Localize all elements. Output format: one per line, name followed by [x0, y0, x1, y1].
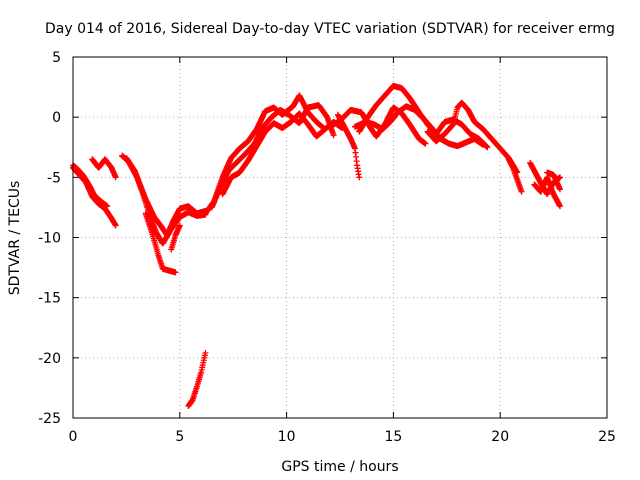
data-point: [484, 144, 491, 151]
y-tick-label: 0: [52, 110, 61, 126]
series-track-s: [531, 174, 564, 210]
y-tick-label: -25: [38, 411, 61, 427]
series-track-t: [544, 169, 564, 193]
data-point: [480, 141, 487, 148]
x-tick-label: 10: [278, 429, 296, 445]
data-point: [104, 203, 111, 210]
axis-ticks: 0 5 10 15 20 25 5 0 -5 -10 -15 -20 -25: [38, 50, 616, 445]
series-track-c: [89, 156, 119, 181]
data-point: [176, 222, 183, 229]
series-track-f: [142, 210, 179, 276]
data-points: [70, 82, 564, 409]
plot-frame: [72, 56, 608, 419]
x-tick-label: 20: [491, 429, 509, 445]
data-point: [330, 132, 337, 139]
data-point: [112, 174, 119, 181]
x-tick-label: 15: [384, 429, 402, 445]
y-tick-label: 5: [52, 50, 61, 66]
data-point: [172, 269, 179, 276]
data-point: [202, 350, 209, 357]
series-track-k: [219, 110, 346, 198]
series-track-e: [123, 155, 209, 247]
data-point: [557, 203, 564, 210]
data-point: [356, 174, 363, 181]
data-point: [557, 174, 564, 181]
data-point: [422, 140, 429, 147]
chart-title: Day 014 of 2016, Sidereal Day-to-day VTE…: [45, 21, 615, 37]
x-tick-label: 5: [175, 429, 184, 445]
series-track-q: [505, 156, 525, 195]
series-track-h: [185, 350, 209, 409]
series-track-j: [208, 102, 337, 211]
y-tick-label: -20: [38, 351, 61, 367]
x-tick-label: 0: [69, 429, 78, 445]
data-point: [557, 186, 564, 193]
x-tick-label: 25: [598, 429, 616, 445]
series-track-b: [70, 162, 111, 210]
data-point: [112, 222, 119, 229]
series-track-p: [424, 99, 521, 176]
y-axis-label: SDTVAR / TECUs: [7, 181, 23, 296]
x-axis-label: GPS time / hours: [281, 459, 398, 475]
y-tick-label: -5: [47, 170, 61, 186]
data-point: [518, 188, 525, 195]
series-track-g: [168, 222, 183, 253]
y-tick-label: -15: [38, 291, 61, 307]
y-tick-label: -10: [38, 231, 61, 247]
series-track-o: [351, 103, 487, 150]
